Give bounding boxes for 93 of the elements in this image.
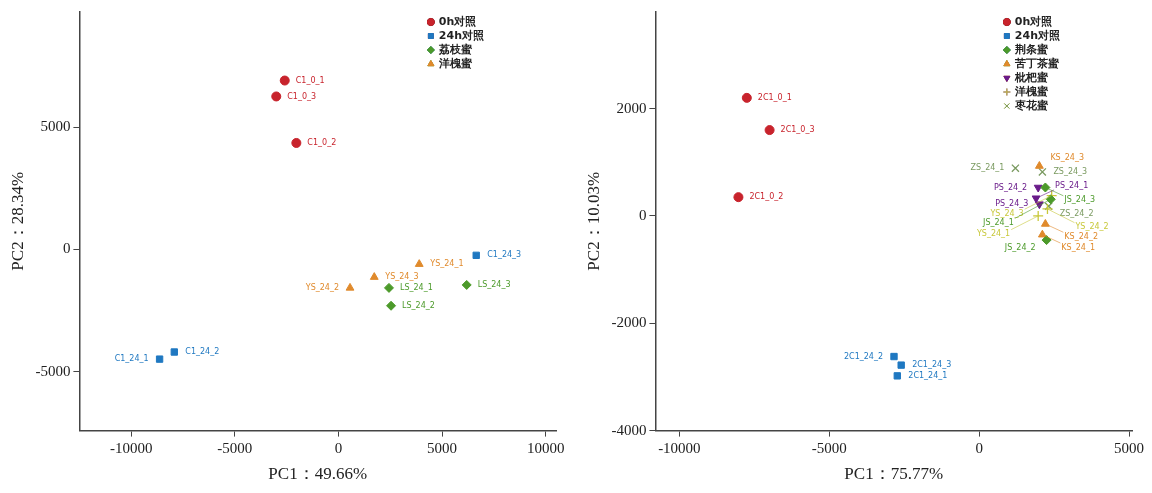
point: [1033, 184, 1043, 193]
y-tick-label: 5000: [40, 117, 71, 134]
x-tick-label: -5000: [217, 439, 253, 456]
point: [461, 279, 472, 290]
legend-label: 24h对照: [438, 28, 484, 42]
annotation: YS_24_1: [429, 259, 464, 269]
annotation: JS_24_2: [1003, 243, 1036, 253]
point: [345, 282, 355, 291]
annotation: C1_24_1: [114, 354, 149, 364]
point: [155, 355, 164, 363]
annotation: YS_24_1: [975, 229, 1011, 239]
point: [897, 361, 905, 369]
annotation: 2C1_24_1: [908, 370, 948, 380]
legend-label: 苦丁茶蜜: [1013, 56, 1060, 70]
x-tick-label: -10000: [109, 439, 153, 456]
annotation: ZS_24_1: [970, 163, 1005, 173]
annotation: 2C1_24_3: [912, 360, 952, 370]
point: [1041, 235, 1052, 246]
point: [279, 75, 290, 86]
annotation: C1_0_2: [307, 138, 337, 148]
x-tick-label: 10000: [526, 439, 565, 456]
annotation: 2C1_0_3: [780, 125, 815, 135]
point: [386, 300, 397, 311]
x-tick-label: 5000: [427, 439, 458, 456]
y-tick-label: -4000: [611, 421, 647, 438]
y-tick-label: 0: [62, 240, 71, 257]
point: [1034, 161, 1044, 169]
annotation: C1_0_3: [287, 91, 317, 101]
point: [1031, 195, 1041, 204]
annotation: YS_24_3: [384, 272, 419, 282]
annotation: YS_24_2: [304, 282, 340, 292]
point: [414, 259, 424, 267]
annotation: ZS_24_3: [1053, 167, 1088, 176]
annotation: LS_24_3: [477, 280, 511, 290]
y-tick-label: -5000: [35, 362, 71, 379]
annotation: YS_24_3: [989, 208, 1024, 218]
annotation: YS_24_2: [1074, 222, 1109, 232]
point: [741, 92, 752, 103]
annotation: 2C1_0_1: [757, 92, 792, 102]
point: [733, 192, 744, 203]
y-tick-label: 2000: [616, 99, 647, 116]
annotation: C1_0_1: [295, 75, 325, 85]
annotation: LS_24_2: [402, 300, 435, 310]
point: [1011, 163, 1020, 173]
annotation: KS_24_2: [1064, 231, 1098, 241]
x-axis-title: PC1：49.66%: [268, 464, 368, 484]
point: [764, 125, 775, 136]
annotation: PS_24_2: [994, 182, 1028, 192]
point: [1038, 167, 1047, 177]
annotation: LS_24_1: [399, 282, 433, 292]
legend-label: 枇杷蜜: [1013, 70, 1049, 84]
x-tick-label: 0: [975, 439, 983, 456]
x-axis-title: PC1：75.77%: [844, 464, 944, 484]
annotation: 2C1_24_2: [843, 351, 883, 361]
point: [1037, 229, 1047, 238]
legend-label: 枣花蜜: [1013, 98, 1049, 112]
x-tick-label: 0: [334, 439, 343, 456]
point: [890, 352, 898, 361]
x-tick-label: 5000: [1114, 439, 1144, 456]
annotation: C1_24_3: [487, 250, 522, 260]
annotation: JS_24_1: [982, 217, 1014, 227]
point: [291, 137, 302, 148]
legend-label: 荔枝蜜: [437, 42, 473, 56]
y-axis-title: PC2：10.03%: [583, 171, 603, 271]
y-tick-label: -2000: [611, 314, 647, 331]
annotation: 2C1_0_2: [749, 192, 784, 202]
point: [170, 348, 178, 356]
annotation: C1_24_2: [185, 347, 220, 357]
annotation: JS_24_3: [1063, 195, 1096, 205]
annotation: PS_24_3: [995, 199, 1029, 209]
point: [1032, 210, 1044, 222]
annotation: KS_24_1: [1061, 242, 1095, 252]
annotation: ZS_24_2: [1059, 209, 1094, 219]
point: [1041, 203, 1054, 215]
y-tick-label: 0: [638, 206, 647, 223]
annotation: PS_24_1: [1055, 180, 1089, 190]
legend-label: 洋槐蜜: [1013, 84, 1049, 98]
legend-label: 洋槐蜜: [437, 56, 473, 70]
x-tick-label: -5000: [811, 439, 847, 456]
y-axis-title: PC2：28.34%: [7, 171, 27, 271]
legend-label: 24h对照: [1014, 28, 1060, 42]
point: [472, 251, 480, 260]
legend-label: 0h对照: [1014, 14, 1053, 28]
point: [1040, 218, 1050, 227]
point: [271, 91, 282, 102]
point: [369, 272, 379, 280]
point: [383, 282, 394, 293]
annotation: KS_24_3: [1050, 153, 1084, 163]
legend-label: 荆条蜜: [1013, 42, 1049, 56]
legend-label: 0h对照: [438, 14, 477, 28]
x-tick-label: -10000: [658, 439, 701, 456]
point: [1040, 182, 1051, 193]
point: [893, 372, 901, 380]
